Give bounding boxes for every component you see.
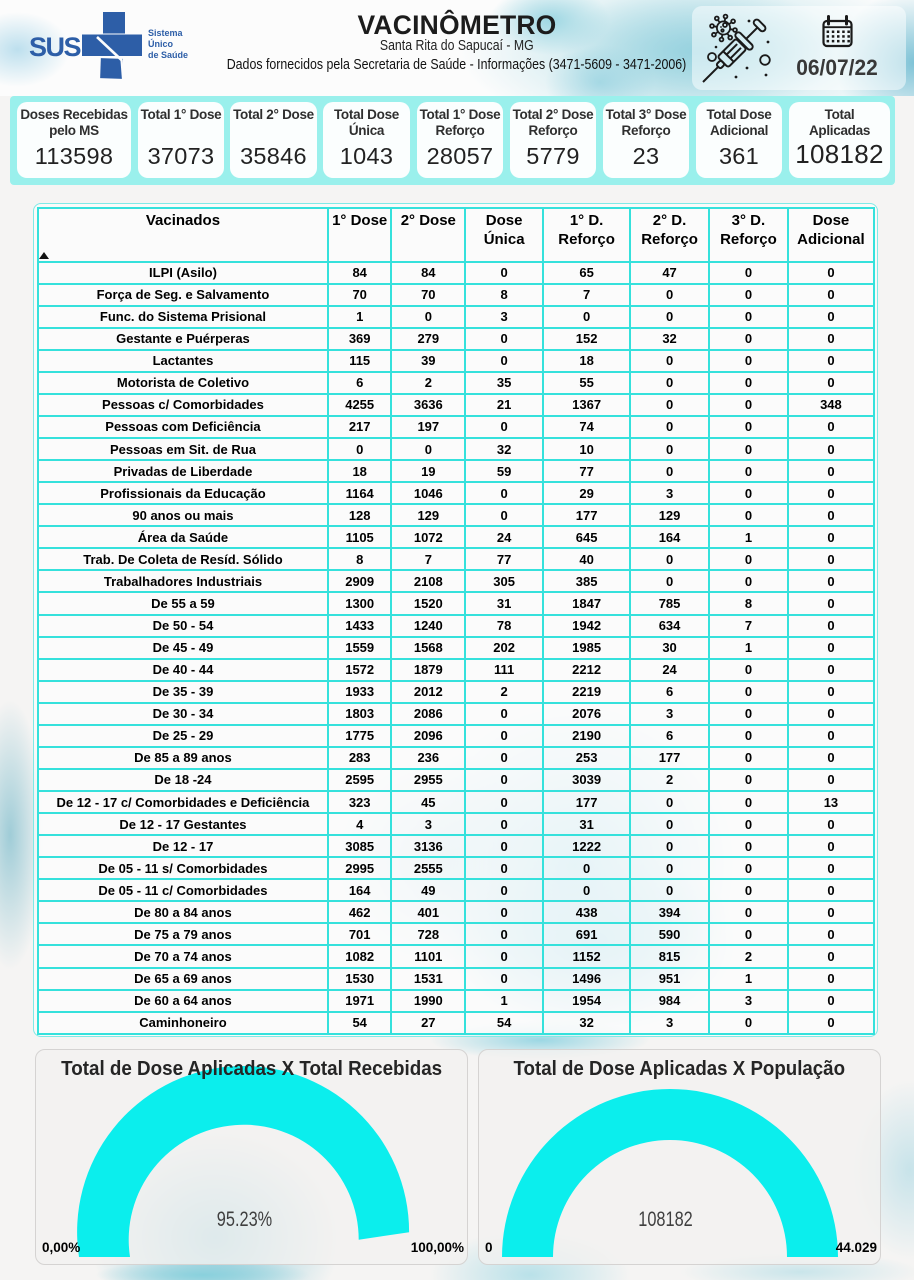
svg-text:SUS: SUS (29, 32, 81, 62)
svg-text:Único: Único (148, 38, 174, 49)
svg-text:de Saúde: de Saúde (148, 50, 188, 60)
svg-text:Sistema: Sistema (148, 28, 184, 38)
